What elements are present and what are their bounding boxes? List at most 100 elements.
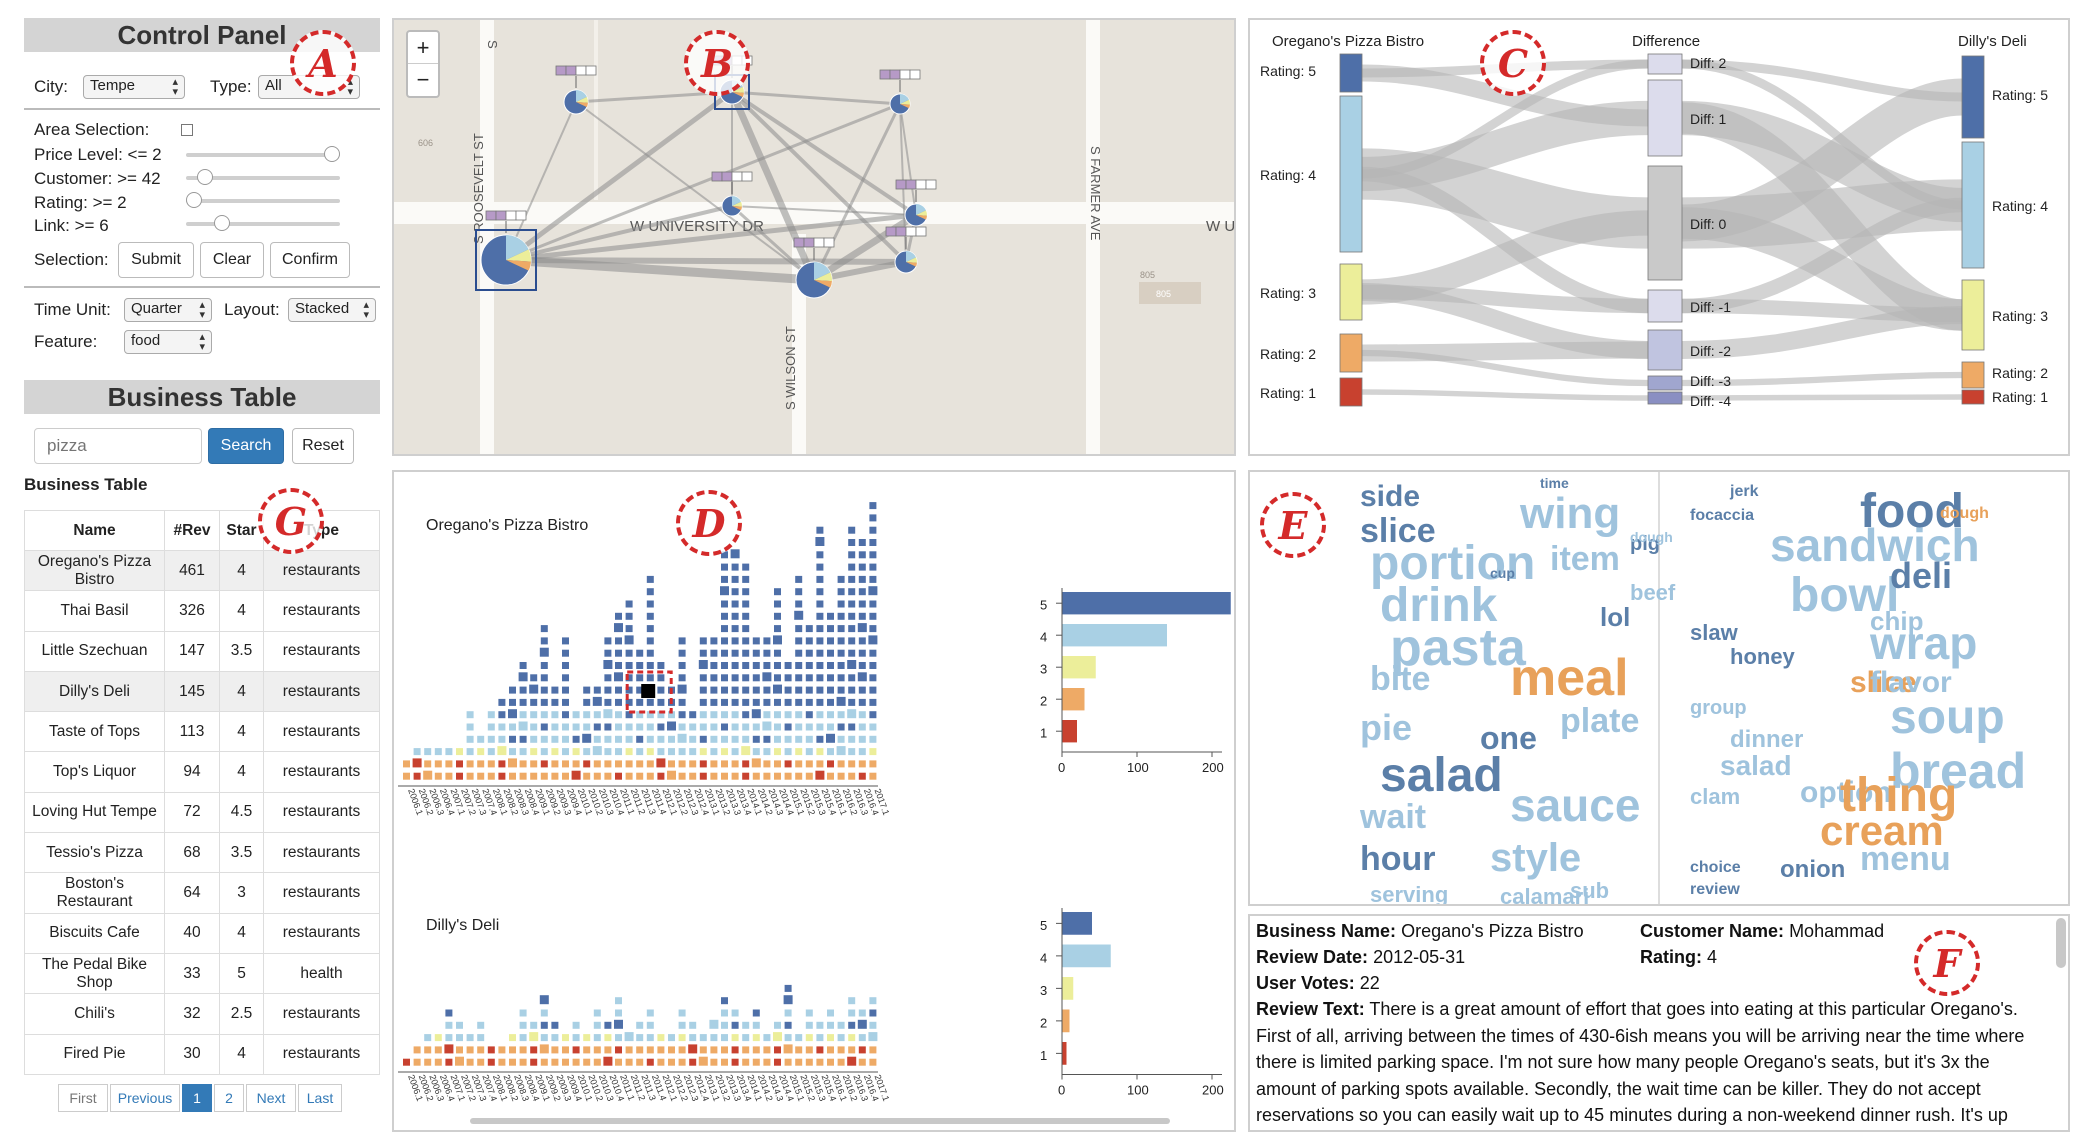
word-cloud-word[interactable]: pasta (1390, 619, 1526, 677)
business-node[interactable] (793, 237, 835, 299)
word-cloud-word[interactable]: dinner (1730, 726, 1804, 753)
word-cloud-word[interactable]: menu (1860, 840, 1951, 878)
confirm-button[interactable]: Confirm (270, 242, 350, 278)
table-row[interactable]: Loving Hut Tempe 72 4.5 restaurants (24, 791, 380, 834)
word-cloud-word[interactable]: salad (1380, 749, 1503, 802)
map-panel[interactable]: 606 805 805 W UNIVERSITY DR W U S ROOSEV… (392, 18, 1236, 456)
word-cloud-word[interactable]: sandwich (1770, 519, 1980, 571)
word-cloud-word[interactable]: flavor (1870, 666, 1952, 699)
customer-slider[interactable] (186, 169, 340, 187)
review-scrollbar[interactable] (2056, 918, 2066, 968)
word-cloud-word[interactable]: hour (1360, 840, 1436, 878)
col-rev-header[interactable]: #Rev (164, 510, 220, 551)
table-row[interactable]: Biscuits Cafe 40 4 restaurants (24, 912, 380, 954)
table-row[interactable]: Taste of Tops 113 4 restaurants (24, 711, 380, 753)
word-cloud-word[interactable]: one (1480, 720, 1537, 756)
business-node[interactable] (475, 210, 537, 291)
word-cloud-word[interactable]: honey (1730, 644, 1795, 669)
table-row[interactable]: Fired Pie 30 4 restaurants (24, 1033, 380, 1075)
word-cloud-word[interactable]: item (1550, 540, 1620, 578)
word-cloud-word[interactable]: cup (1490, 565, 1515, 581)
word-cloud-word[interactable]: meal (1510, 649, 1629, 707)
word-cloud-word[interactable]: portion (1370, 537, 1536, 590)
slider-knob[interactable] (197, 169, 214, 185)
word-cloud-word[interactable]: plate (1560, 702, 1640, 740)
word-cloud-word[interactable]: wait (1360, 798, 1427, 836)
col-star-header[interactable]: Star (219, 510, 264, 551)
city-select[interactable]: Tempe ▴ ▾ (83, 75, 185, 99)
map-canvas[interactable]: 606 805 805 W UNIVERSITY DR W U S ROOSEV… (394, 20, 1236, 456)
pager-previous[interactable]: Previous (110, 1084, 180, 1112)
col-name-header[interactable]: Name (24, 510, 165, 551)
pager-page-1[interactable]: 1 (182, 1084, 212, 1112)
pager-last[interactable]: Last (298, 1084, 342, 1112)
word-cloud-word[interactable]: soup (1890, 691, 2005, 744)
word-cloud-word[interactable]: chip (1870, 606, 1924, 636)
table-row[interactable]: Boston's Restaurant 64 3 restaurants (24, 872, 380, 914)
word-cloud-word[interactable]: dough (1630, 529, 1673, 545)
business-node[interactable] (711, 171, 753, 217)
word-cloud-word[interactable]: calamari (1500, 884, 1590, 906)
word-cloud-word[interactable]: pie (1360, 707, 1413, 748)
zoom-out-button[interactable]: − (416, 67, 430, 92)
word-cloud-word[interactable]: choice (1690, 859, 1741, 876)
table-row[interactable]: Thai Basil 326 4 restaurants (24, 590, 380, 632)
table-row[interactable]: Little Szechuan 147 3.5 restaurants (24, 630, 380, 672)
business-node[interactable] (895, 179, 937, 227)
link-slider[interactable] (186, 215, 340, 233)
word-cloud-word[interactable]: deli (1890, 555, 1953, 596)
pager-first[interactable]: First (58, 1084, 108, 1112)
clear-button[interactable]: Clear (200, 242, 264, 278)
word-cloud-word[interactable]: salad (1720, 750, 1792, 781)
word-cloud-word[interactable]: cream (1820, 807, 1944, 854)
word-cloud-word[interactable]: beef (1630, 580, 1676, 605)
word-cloud-word[interactable]: slaw (1690, 620, 1738, 645)
word-cloud-word[interactable]: style (1490, 836, 1582, 880)
table-row[interactable]: Dilly's Deli 145 4 restaurants (24, 670, 380, 713)
table-row[interactable]: Oregano's Pizza Bistro 461 4 restaurants (24, 549, 380, 592)
pager-next[interactable]: Next (246, 1084, 296, 1112)
word-cloud-word[interactable]: group (1690, 697, 1747, 719)
word-cloud-word[interactable]: wing (1520, 489, 1621, 538)
time-unit-select[interactable]: Quarter ▴ ▾ (124, 298, 212, 322)
word-cloud-word[interactable]: thing (1840, 769, 1958, 822)
word-cloud-word[interactable]: serving (1370, 882, 1449, 906)
layout-select[interactable]: Stacked ▴ ▾ (288, 298, 376, 322)
slider-knob[interactable] (324, 146, 340, 162)
business-node[interactable] (555, 65, 597, 115)
table-row[interactable]: Top's Liquor 94 4 restaurants (24, 751, 380, 793)
word-cloud-word[interactable]: lol (1600, 602, 1631, 632)
word-cloud-word[interactable]: review (1690, 881, 1740, 898)
word-cloud-word[interactable]: focaccia (1690, 507, 1755, 524)
pager-page-2[interactable]: 2 (214, 1084, 244, 1112)
area-selection-checkbox[interactable] (181, 124, 193, 136)
word-cloud-word[interactable]: sauce (1510, 779, 1641, 831)
word-cloud-word[interactable]: slice (1360, 512, 1436, 550)
business-search-input[interactable] (34, 428, 202, 464)
price-level-slider[interactable] (186, 146, 340, 164)
word-cloud-word[interactable]: slice (1850, 666, 1917, 699)
word-cloud-word[interactable]: bowl (1790, 569, 1900, 622)
word-cloud-word[interactable]: side (1360, 480, 1421, 513)
word-cloud-word[interactable]: sub (1570, 878, 1610, 903)
word-cloud-word[interactable]: pig (1630, 533, 1660, 555)
word-cloud-word[interactable]: clam (1690, 784, 1741, 809)
word-cloud-word[interactable]: onion (1780, 856, 1846, 883)
word-cloud-word[interactable]: time (1540, 475, 1569, 491)
word-cloud-word[interactable]: dough (1940, 505, 1989, 522)
business-node[interactable] (885, 226, 927, 274)
feature-select[interactable]: food ▴ ▾ (124, 330, 212, 354)
reset-button[interactable]: Reset (292, 428, 354, 464)
submit-button[interactable]: Submit (118, 242, 194, 278)
slider-knob[interactable] (186, 192, 202, 208)
table-row[interactable]: Tessio's Pizza 68 3.5 restaurants (24, 832, 380, 874)
word-cloud-word[interactable]: food (1860, 485, 1964, 538)
rating-slider[interactable] (186, 192, 340, 210)
word-cloud-word[interactable]: drink (1380, 579, 1498, 632)
word-cloud-word[interactable]: bite (1370, 660, 1431, 698)
table-row[interactable]: The Pedal Bike Shop 33 5 health (24, 952, 380, 995)
word-cloud-word[interactable]: wrap (1870, 617, 1978, 669)
search-button[interactable]: Search (208, 428, 284, 464)
business-node[interactable] (879, 69, 921, 115)
zoom-in-button[interactable]: + (408, 32, 438, 64)
